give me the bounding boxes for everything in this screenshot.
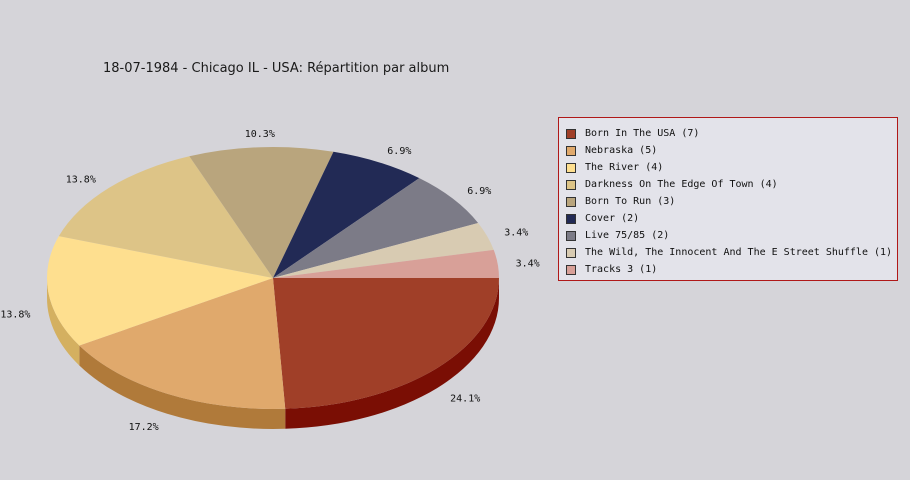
slice-percent-label-4: 10.3%: [245, 129, 275, 140]
slice-percent-label-6: 6.9%: [467, 186, 491, 197]
legend-label-8: Tracks 3 (1): [585, 264, 658, 275]
legend-label-0: Born In The USA (7): [585, 128, 700, 139]
legend-item-2: The River (4): [566, 159, 897, 176]
legend-item-3: Darkness On The Edge Of Town (4): [566, 176, 897, 193]
pie-labels: 24.1% 17.2% 13.8% 13.8% 10.3% 6.9% 6.9% 3.4% 3.4…: [0, 129, 539, 433]
chart-legend: Born In The USA (7) Nebraska (5) The River…: [558, 117, 898, 281]
legend-item-8: Tracks 3 (1): [566, 261, 897, 278]
legend-label-4: Born To Run (3): [585, 196, 676, 207]
legend-swatch-1: [566, 145, 576, 156]
legend-item-4: Born To Run (3): [566, 193, 897, 210]
legend-label-5: Cover (2): [585, 213, 640, 224]
legend-item-0: Born In The USA (7): [566, 125, 897, 142]
legend-swatch-7: [566, 247, 576, 258]
pie-slice-2[interactable]: [47, 236, 274, 346]
slice-percent-label-5: 6.9%: [387, 146, 411, 157]
slice-percent-label-1: 17.2%: [129, 422, 159, 433]
pie-slice-side-1: [79, 345, 286, 430]
legend-label-1: Nebraska (5): [585, 145, 658, 156]
pie-slice-8[interactable]: [273, 249, 499, 278]
legend-swatch-6: [566, 230, 576, 241]
legend-item-6: Live 75/85 (2): [566, 227, 897, 244]
pie-slice-0[interactable]: [273, 278, 499, 409]
legend-swatch-8: [566, 264, 576, 275]
pie-sides: [47, 278, 499, 430]
legend-item-1: Nebraska (5): [566, 142, 897, 159]
legend-item-5: Cover (2): [566, 210, 897, 227]
pie-tops: [47, 146, 499, 410]
pie-slice-side-2: [47, 278, 80, 366]
slice-percent-label-8: 3.4%: [516, 258, 540, 269]
legend-swatch-2: [566, 162, 576, 173]
legend-label-6: Live 75/85 (2): [585, 230, 670, 241]
legend-swatch-0: [566, 128, 576, 139]
legend-swatch-5: [566, 213, 576, 224]
slice-percent-label-7: 3.4%: [504, 228, 528, 239]
slice-percent-label-2: 13.8%: [0, 310, 30, 321]
pie-slice-7[interactable]: [273, 222, 494, 278]
legend-swatch-4: [566, 196, 576, 207]
legend-label-3: Darkness On The Edge Of Town (4): [585, 179, 778, 190]
pie-slice-3[interactable]: [58, 156, 273, 278]
legend-label-2: The River (4): [585, 162, 664, 173]
pie-slice-1[interactable]: [79, 278, 286, 410]
legend-item-7: The Wild, The Innocent And The E Street …: [566, 244, 897, 261]
legend-swatch-3: [566, 179, 576, 190]
pie-slice-side-0: [285, 278, 499, 429]
legend-label-7: The Wild, The Innocent And The E Street …: [585, 247, 893, 258]
slice-percent-label-0: 24.1%: [450, 394, 480, 405]
pie-slice-6[interactable]: [273, 178, 479, 278]
pie-slice-5[interactable]: [273, 151, 420, 278]
pie-slice-4[interactable]: [189, 146, 334, 278]
slice-percent-label-3: 13.8%: [66, 174, 96, 185]
chart-title: 18-07-1984 - Chicago IL - USA: Répartiti…: [103, 61, 450, 76]
